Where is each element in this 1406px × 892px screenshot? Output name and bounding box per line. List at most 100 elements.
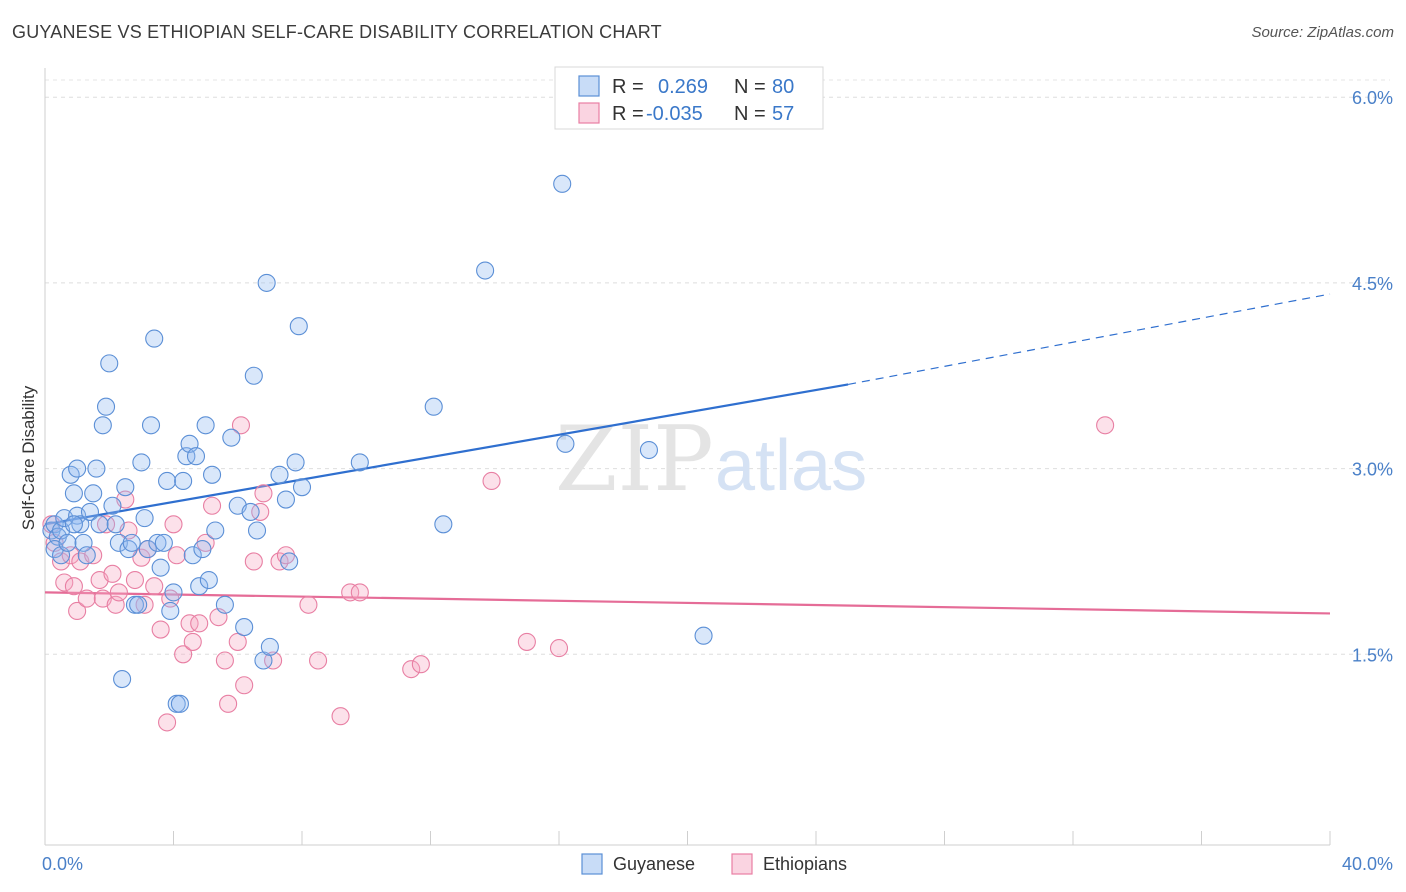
guyanese-point-22 [106, 515, 125, 534]
ethiopians-point-18 [125, 570, 144, 590]
ethiopians-point-27 [167, 546, 186, 565]
ethiopians-point-41 [251, 502, 270, 521]
guyanese-point-67 [286, 453, 305, 472]
guyanese-point-17 [90, 515, 109, 534]
guyanese-point-53 [206, 521, 225, 540]
ethiopians-point-48 [331, 707, 350, 726]
legend-n-label-1: N = [734, 76, 766, 98]
ethiopians-point-54 [517, 632, 536, 651]
guyanese-point-59 [244, 366, 263, 385]
guyanese-point-16 [87, 459, 106, 478]
ethiopians-point-33 [203, 496, 222, 515]
guyanese-point-49 [193, 540, 212, 559]
guyanese-point-14 [80, 502, 100, 521]
legend-r-label-2: R = [612, 103, 644, 125]
guyanese-point-13 [77, 546, 96, 565]
ethiopians-point-43 [264, 651, 283, 670]
ethiopians-point-30 [183, 632, 202, 651]
guyanese-point-74 [553, 174, 572, 193]
ethiopians-point-56 [1096, 416, 1115, 435]
guyanese-point-68 [292, 478, 312, 497]
series-legend: Guyanese Ethiopians [581, 853, 847, 875]
ethiopians-point-47 [309, 651, 328, 670]
ethiopians-point-24 [158, 713, 177, 732]
trend-lines [44, 293, 1331, 615]
ethiopians-trend-line [44, 591, 1331, 615]
guyanese-point-19 [96, 397, 116, 416]
guyanese-point-66 [280, 552, 299, 571]
guyanese-point-37 [154, 533, 173, 552]
ethiopians-point-42 [254, 484, 273, 503]
ethiopians-point-8 [77, 589, 96, 608]
ethiopians-point-52 [411, 655, 430, 674]
y-tick-label-0: 1.5% [1352, 645, 1393, 665]
guyanese-point-25 [116, 478, 135, 497]
ethiopians-point-28 [174, 645, 193, 664]
guyanese-points [42, 174, 713, 713]
guyanese-point-63 [260, 637, 279, 656]
guyanese-point-78 [68, 459, 87, 478]
guyanese-point-47 [186, 447, 206, 466]
guyanese-point-15 [84, 484, 103, 503]
guyanese-point-71 [424, 397, 443, 416]
ethiopians-point-29 [180, 614, 199, 633]
y-tick-label-1: 3.0% [1352, 460, 1393, 480]
guyanese-point-24 [113, 670, 132, 689]
guyanese-point-58 [241, 502, 260, 521]
guyanese-point-62 [257, 273, 276, 292]
guyanese-point-30 [132, 453, 151, 472]
guyanese-point-55 [222, 428, 241, 447]
guyanese-point-51 [199, 570, 218, 590]
guyanese-point-54 [215, 595, 234, 614]
ethiopians-point-39 [235, 676, 254, 695]
legend-r-value-2: -0.035 [646, 103, 703, 125]
y-tick-labels: 1.5% 3.0% 4.5% 6.0% [1352, 88, 1393, 665]
ethiopians-point-51 [402, 660, 421, 679]
ethiopians-legend-swatch [578, 102, 600, 124]
x-tick-label-max: 40.0% [1342, 854, 1393, 874]
guyanese-point-20 [100, 354, 119, 373]
guyanese-point-11 [71, 515, 90, 534]
guyanese-point-21 [103, 496, 122, 515]
guyanese-point-43 [174, 471, 193, 491]
guyanese-point-9 [64, 484, 83, 503]
guyanese-point-38 [158, 471, 177, 491]
watermark-atlas: atlas [715, 426, 867, 506]
ethiopians-point-55 [549, 639, 569, 658]
guyanese-point-18 [93, 416, 112, 435]
guyanese-point-76 [639, 440, 659, 460]
guyanese-point-69 [289, 317, 308, 336]
ethiopians-point-46 [299, 595, 318, 614]
ethiopians-point-31 [190, 614, 209, 633]
ethiopians-point-26 [164, 515, 183, 534]
ethiopians-points [42, 416, 1115, 732]
guyanese-point-36 [151, 558, 170, 577]
ethiopians-point-6 [68, 601, 87, 621]
ethiopians-point-13 [103, 564, 122, 583]
guyanese-point-48 [190, 577, 209, 596]
guyanese-point-29 [129, 595, 148, 614]
grid-lines [45, 79, 1390, 655]
guyanese-point-65 [276, 490, 295, 509]
x-tick-label-min: 0.0% [42, 854, 83, 874]
ethiopians-legend-label: Ethiopians [763, 854, 847, 874]
guyanese-point-75 [556, 434, 575, 453]
guyanese-bottom-swatch [581, 853, 603, 875]
guyanese-point-40 [164, 583, 183, 602]
ethiopians-point-5 [64, 577, 83, 596]
guyanese-point-34 [145, 329, 164, 348]
y-axis-label: Self-Care Disability [19, 385, 38, 530]
ethiopians-point-20 [135, 595, 154, 614]
ethiopians-point-9 [84, 546, 103, 565]
ethiopians-point-50 [350, 583, 369, 602]
guyanese-point-77 [694, 626, 713, 645]
correlation-legend: R = 0.269 N = 80 R = -0.035 N = 57 [554, 66, 824, 130]
ethiopians-point-53 [482, 471, 501, 491]
guyanese-point-23 [109, 533, 128, 552]
ethiopians-point-22 [145, 577, 164, 596]
guyanese-point-70 [350, 453, 369, 472]
ethiopians-point-3 [55, 573, 74, 592]
legend-n-label-2: N = [734, 103, 766, 125]
legend-r-label-1: R = [612, 76, 644, 98]
